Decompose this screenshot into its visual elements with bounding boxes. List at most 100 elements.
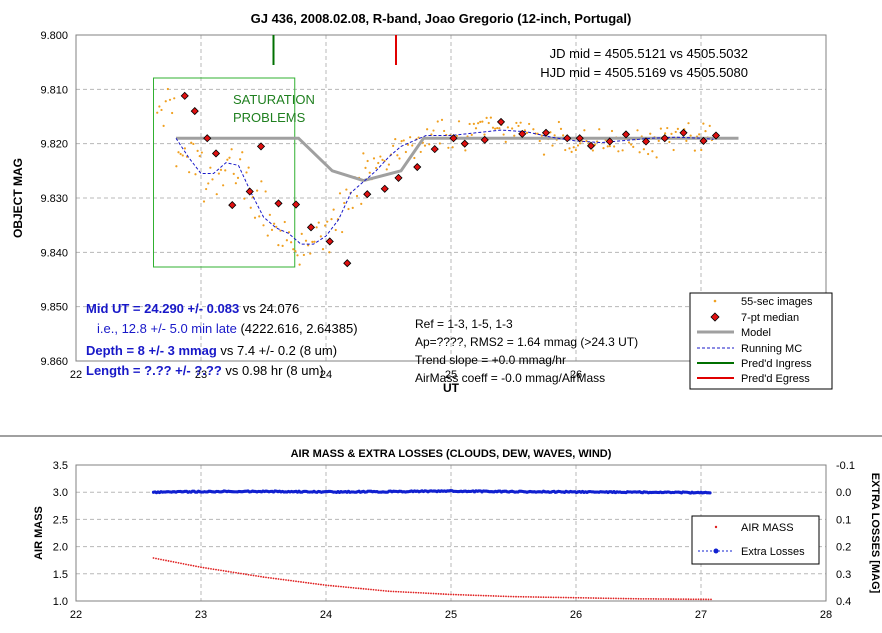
image-point	[513, 134, 516, 137]
image-point	[479, 120, 482, 124]
airmass-point	[672, 598, 675, 600]
airmass-point	[665, 598, 667, 600]
late-rest: (4222.616, 2.64385)	[237, 321, 358, 336]
median-point	[518, 129, 527, 138]
image-point	[481, 120, 484, 123]
image-point	[606, 145, 609, 148]
airmass-point	[385, 590, 387, 592]
image-point	[657, 139, 660, 142]
median-point	[291, 200, 301, 209]
airmass-point	[582, 596, 585, 599]
median-point	[306, 223, 316, 232]
image-point	[568, 147, 571, 150]
airmass-point	[250, 574, 252, 577]
bottom-y-tick-label: 2.0	[53, 542, 68, 554]
airmass-point	[705, 598, 707, 601]
image-point	[324, 224, 327, 227]
median-point	[203, 134, 212, 143]
legend-swatch-median	[710, 312, 720, 322]
image-point	[602, 147, 605, 150]
airmass-point	[605, 597, 607, 600]
median-point	[480, 135, 489, 144]
airmass-point	[407, 591, 410, 594]
airmass-point	[175, 561, 177, 564]
image-point	[491, 126, 495, 129]
image-point	[298, 263, 301, 266]
image-point	[630, 143, 633, 146]
airmass-point	[370, 588, 372, 591]
airmass-point	[610, 597, 612, 600]
image-point	[294, 250, 297, 253]
bottom-chart-title: AIR MASS & EXTRA LOSSES (CLOUDS, DEW, WA…	[291, 448, 612, 460]
image-point	[485, 116, 488, 120]
airmass-point	[287, 579, 290, 582]
median-point	[394, 173, 403, 182]
airmass-point	[485, 594, 487, 597]
airmass-point	[365, 588, 367, 590]
image-point	[156, 111, 159, 114]
airmass-point	[285, 579, 287, 581]
image-point	[487, 121, 490, 125]
image-point	[494, 127, 497, 130]
airmass-point	[510, 595, 512, 598]
image-point	[296, 254, 299, 257]
image-point	[239, 158, 242, 161]
airmass-point	[350, 586, 352, 589]
airmass-point	[547, 596, 550, 599]
image-point	[307, 244, 310, 247]
image-point	[426, 128, 429, 131]
length-note: Length = ?.?? +/- ?.?? vs 0.98 hr (8 um)	[86, 363, 324, 378]
airmass-point	[457, 593, 460, 596]
top-x-tick-label: 22	[70, 369, 82, 381]
mid-ut-bold: Mid UT = 24.290 +/- 0.083	[86, 301, 239, 316]
image-point	[351, 206, 354, 209]
image-point	[219, 168, 223, 171]
bottom-y2-axis-label: EXTRA LOSSES [MAG]	[869, 473, 881, 594]
airmass-point	[480, 594, 482, 597]
image-point	[474, 127, 478, 130]
bottom-x-tick-label: 27	[695, 609, 707, 621]
airmass-point	[502, 595, 505, 598]
image-point	[300, 232, 303, 236]
image-point	[311, 240, 314, 243]
image-point	[364, 166, 367, 169]
airmass-point	[710, 598, 712, 601]
airmass-point	[400, 590, 402, 593]
airmass-point	[467, 594, 470, 596]
image-point	[205, 187, 208, 191]
top-y-axis-label: OBJECT MAG	[11, 158, 25, 238]
top-grid	[76, 35, 826, 361]
image-point	[315, 226, 318, 229]
airmass-point	[192, 564, 195, 567]
median-point	[325, 237, 334, 246]
airmass-point	[697, 598, 700, 601]
image-point	[207, 182, 210, 185]
airmass-point	[585, 597, 587, 599]
image-point	[406, 143, 410, 146]
median-point	[228, 200, 237, 210]
airmass-point	[280, 578, 282, 581]
airmass-point	[602, 597, 605, 600]
legend-label-running-mc: Running MC	[741, 343, 802, 355]
image-point	[194, 173, 197, 176]
image-point	[183, 147, 186, 150]
legend-swatch-images	[713, 299, 717, 303]
airmass-point	[172, 561, 175, 563]
image-point	[228, 156, 231, 159]
image-point	[627, 141, 631, 144]
top-y-tick-label: 9.840	[40, 247, 68, 259]
legend-label-airmass: AIR MASS	[741, 522, 794, 534]
image-point	[447, 146, 450, 149]
image-point	[528, 122, 531, 126]
airmass-point	[247, 573, 250, 576]
image-point	[470, 133, 473, 136]
image-point	[387, 163, 390, 166]
image-point	[423, 144, 427, 147]
airmass-point	[650, 598, 652, 600]
image-point	[217, 172, 220, 175]
airmass-point	[630, 597, 632, 600]
image-point	[345, 188, 348, 191]
image-point	[525, 131, 529, 134]
image-point	[198, 154, 201, 158]
